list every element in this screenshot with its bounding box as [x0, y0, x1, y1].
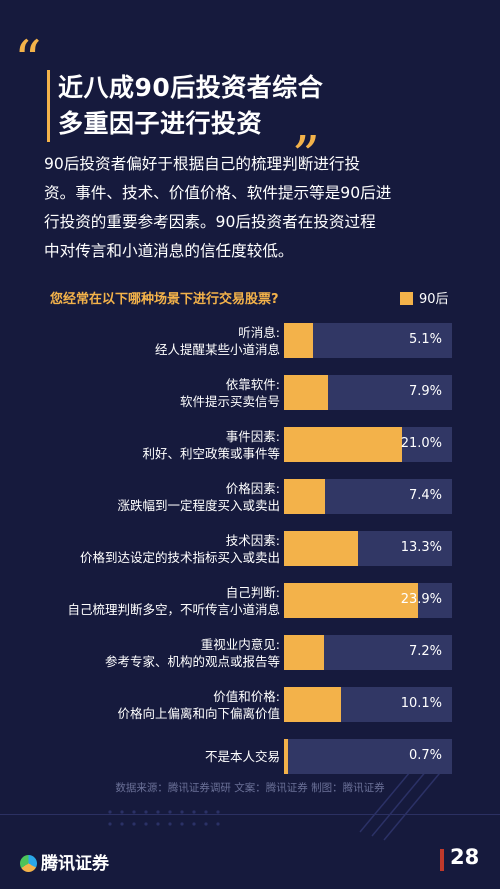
description-line: 中对传言和小道消息的信任度较低。	[44, 242, 294, 260]
legend-swatch	[400, 292, 413, 305]
description-line: 90后投资者偏好于根据自己的梳理判断进行投	[44, 155, 361, 173]
description-line: 资。事件、技术、价值价格、软件提示等是90后进	[44, 184, 392, 202]
title-accent-bar	[47, 70, 50, 142]
legend-label: 90后	[419, 292, 449, 307]
brand-logo: 腾讯证券	[20, 849, 109, 874]
logo-icon	[20, 855, 37, 872]
page-title-line2: 多重因子进行投资	[58, 109, 263, 138]
description: 90后投资者偏好于根据自己的梳理判断进行投 资。事件、技术、价值价格、软件提示等…	[44, 150, 474, 266]
quote-open-mark: “	[14, 29, 42, 92]
page-title-line1: 近八成90后投资者综合	[58, 73, 324, 102]
page-number-accent	[440, 849, 444, 871]
logo-text: 腾讯证券	[41, 854, 109, 874]
data-source: 数据来源：腾讯证券调研 文案：腾讯证券 制图：腾讯证券	[115, 782, 385, 794]
chart-legend: 90后	[400, 288, 449, 307]
description-line: 行投资的重要参考因素。90后投资者在投资过程	[44, 213, 376, 231]
quote-close-mark: „	[293, 91, 321, 154]
footer-divider	[0, 814, 500, 815]
chart-question: 您经常在以下哪种场景下进行交易股票?	[50, 292, 279, 307]
page-number: 28	[450, 845, 480, 869]
